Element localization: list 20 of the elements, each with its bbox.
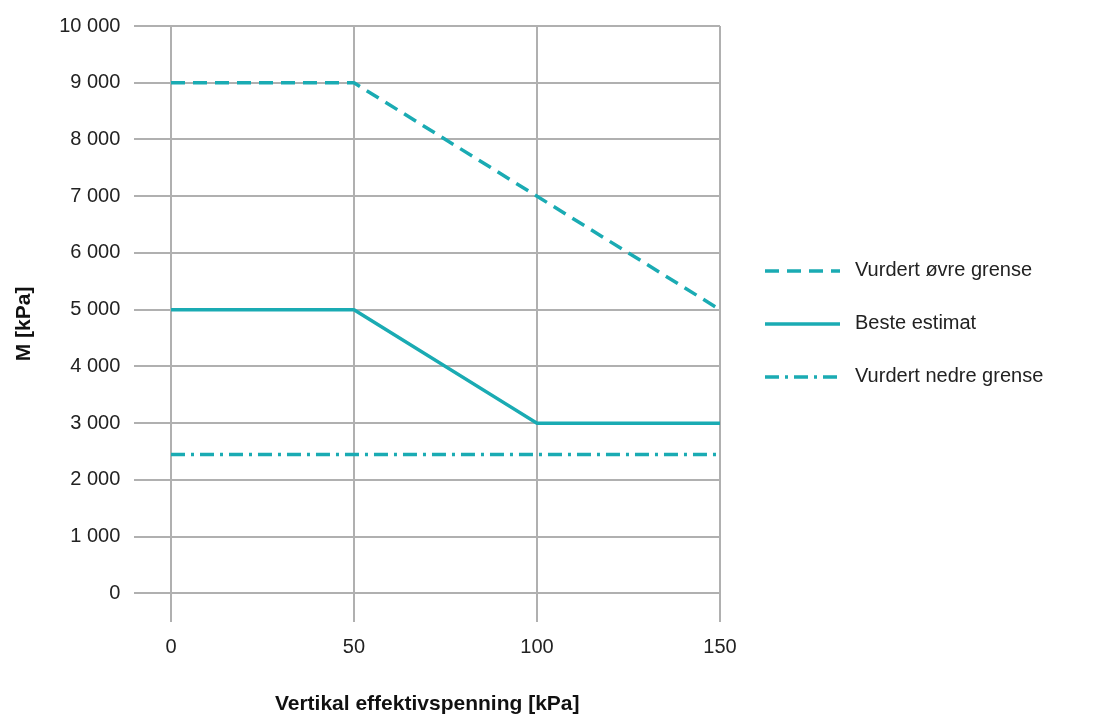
x-tick-label: 100 [520, 635, 554, 658]
y-tick-label: 4 000 [70, 353, 121, 376]
x-tick-label: 150 [703, 635, 737, 658]
x-axis-title: Vertikal effektivspenning [kPa] [274, 691, 580, 715]
y-tick-label: 0 [109, 580, 121, 603]
y-tick-label: 5 000 [70, 297, 121, 320]
legend-label: Vurdert øvre grense [855, 258, 1033, 281]
y-tick-label: 7 000 [70, 183, 121, 206]
x-tick-label: 50 [342, 635, 366, 658]
y-tick-label: 2 000 [70, 467, 121, 490]
legend-label: Vurdert nedre grense [855, 364, 1044, 387]
y-tick-label: 9 000 [70, 70, 121, 93]
y-tick-label: 1 000 [70, 524, 121, 547]
legend-label: Beste estimat [855, 311, 977, 334]
y-axis-title: M [kPa] [11, 286, 35, 362]
y-tick-label: 8 000 [70, 127, 121, 149]
y-tick-label: 3 000 [70, 410, 121, 433]
y-tick-label: 10 000 [59, 13, 121, 36]
y-tick-label: 6 000 [70, 240, 121, 263]
x-tick-label: 0 [165, 635, 177, 658]
